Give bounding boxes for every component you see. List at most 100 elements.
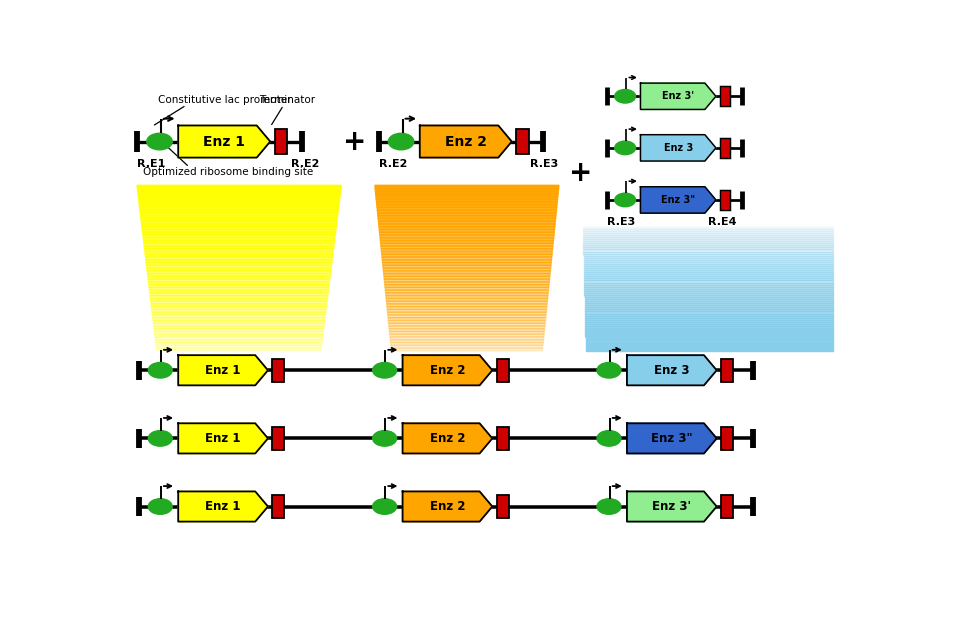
Polygon shape [380,235,554,238]
Circle shape [597,430,620,446]
Polygon shape [585,326,833,328]
Polygon shape [152,307,326,310]
Polygon shape [144,241,335,243]
Circle shape [597,363,620,378]
Polygon shape [380,241,553,243]
Polygon shape [146,257,333,260]
Polygon shape [420,126,511,157]
Polygon shape [155,343,322,345]
Text: Enz 3: Enz 3 [654,364,690,377]
Text: Enz 1: Enz 1 [204,135,245,149]
Polygon shape [386,298,547,301]
Polygon shape [390,334,544,337]
Polygon shape [585,299,833,301]
Polygon shape [585,318,833,320]
Polygon shape [375,188,559,191]
Polygon shape [584,274,833,276]
Polygon shape [144,246,334,249]
Polygon shape [627,423,717,454]
Text: Enz 3': Enz 3' [662,91,694,101]
Polygon shape [152,318,325,320]
Polygon shape [145,252,333,254]
Polygon shape [387,304,547,307]
Circle shape [149,430,172,446]
Polygon shape [154,329,323,332]
Polygon shape [583,237,833,239]
Circle shape [388,133,414,150]
Polygon shape [148,279,330,282]
Polygon shape [583,239,833,241]
Polygon shape [156,345,321,348]
Circle shape [149,499,172,514]
Polygon shape [585,297,833,299]
Polygon shape [584,253,833,256]
Polygon shape [381,249,553,252]
Polygon shape [376,197,558,199]
Bar [272,358,285,382]
Polygon shape [378,219,556,221]
Polygon shape [382,254,552,257]
Polygon shape [382,262,551,265]
Polygon shape [585,328,833,330]
Polygon shape [384,279,549,282]
Text: R.E3: R.E3 [531,159,559,169]
Polygon shape [584,279,833,281]
Polygon shape [391,343,543,345]
Polygon shape [385,288,549,290]
Circle shape [149,363,172,378]
Polygon shape [179,355,268,386]
Polygon shape [153,326,324,329]
Polygon shape [147,265,332,268]
Polygon shape [382,260,551,262]
Polygon shape [585,313,833,315]
Polygon shape [584,266,833,268]
Polygon shape [147,268,331,271]
Polygon shape [586,341,833,343]
Polygon shape [137,185,342,188]
Polygon shape [386,296,548,298]
Polygon shape [389,323,545,326]
Polygon shape [139,199,340,202]
Circle shape [615,90,636,103]
Polygon shape [375,191,559,193]
Polygon shape [584,268,833,270]
Polygon shape [381,252,552,254]
Polygon shape [586,332,833,334]
Polygon shape [641,187,716,213]
Polygon shape [379,227,555,229]
Polygon shape [385,284,549,288]
Polygon shape [155,340,322,343]
Polygon shape [585,312,833,313]
Polygon shape [585,322,833,324]
Polygon shape [584,287,833,289]
Polygon shape [142,229,336,232]
Polygon shape [154,334,323,337]
Polygon shape [141,221,337,224]
Polygon shape [389,329,544,332]
Polygon shape [584,262,833,264]
Polygon shape [585,310,833,312]
Polygon shape [585,307,833,310]
Polygon shape [153,323,324,326]
Polygon shape [140,213,338,216]
Polygon shape [641,135,716,161]
Polygon shape [142,227,336,229]
Polygon shape [585,291,833,293]
Circle shape [372,363,397,378]
Polygon shape [584,250,833,252]
Polygon shape [585,301,833,303]
Polygon shape [583,231,833,233]
Polygon shape [584,264,833,266]
Circle shape [615,141,636,155]
Text: Terminator: Terminator [259,95,316,105]
Text: R.E3: R.E3 [607,217,635,227]
Polygon shape [144,243,334,246]
Polygon shape [388,312,546,315]
Polygon shape [139,202,340,205]
Polygon shape [585,324,833,326]
Polygon shape [585,320,833,322]
Polygon shape [138,197,340,199]
Polygon shape [384,274,550,276]
Polygon shape [391,345,543,348]
Polygon shape [179,492,268,521]
